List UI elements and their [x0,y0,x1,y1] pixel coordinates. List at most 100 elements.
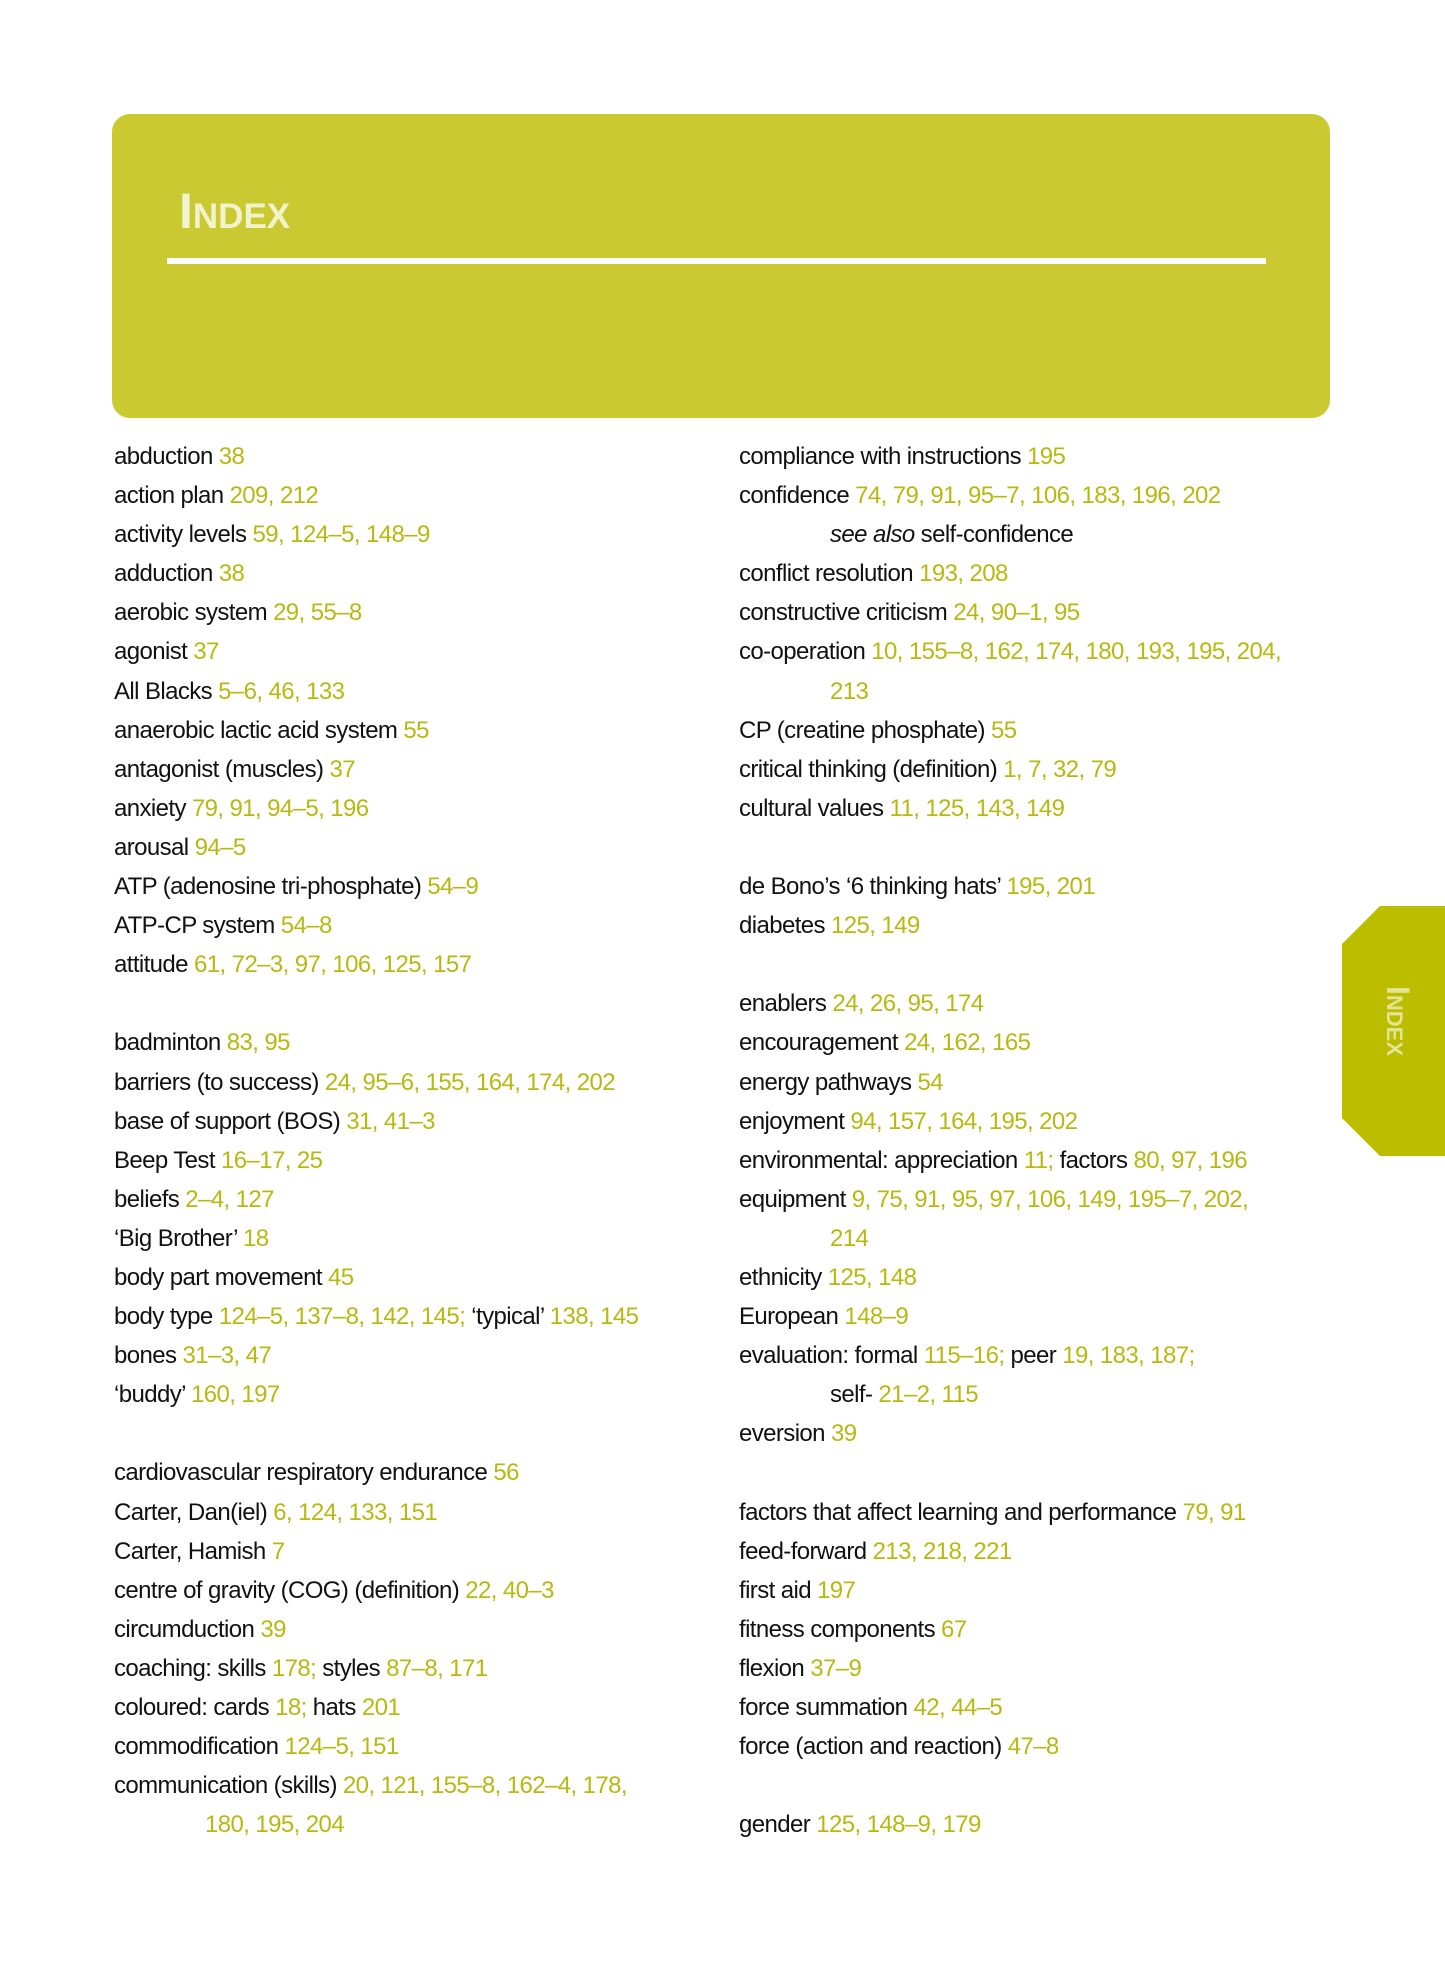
index-term: cultural values [739,794,890,822]
page-references: 16–17, 25 [220,1146,323,1174]
index-term: communication (skills) [114,1772,343,1800]
index-entry: coloured: cards 18; hats 201 [114,1688,714,1727]
index-entry: constructive criticism 24, 90–1, 95 [739,593,1339,632]
index-entry: action plan 209, 212 [114,476,714,515]
index-term: body part movement [114,1263,329,1291]
index-entry: adduction 38 [114,554,714,593]
index-entry: body type 124–5, 137–8, 142, 145; ‘typic… [114,1297,714,1336]
page-references: 115–16; [923,1342,1011,1370]
page-references: 124–5, 137–8, 142, 145; [218,1303,472,1331]
index-term: equipment [739,1185,852,1213]
index-entry: anaerobic lactic acid system 55 [114,711,714,750]
see-also-label: see also [830,521,921,549]
index-entry: European 148–9 [739,1297,1339,1336]
index-term: confidence [739,482,856,510]
index-term: first aid [739,1576,818,1604]
index-entry: cardiovascular respiratory endurance 56 [114,1453,714,1492]
index-entry: badminton 83, 95 [114,1023,714,1062]
title-rule [167,258,1266,264]
index-entry: attitude 61, 72–3, 97, 106, 125, 157 [114,945,714,984]
page-references: 94–5 [194,833,247,861]
page-references: 79, 91, 94–5, 196 [191,794,369,822]
page-references: 24, 90–1, 95 [953,599,1080,627]
index-term: action plan [114,482,230,510]
page-references: 39 [830,1420,857,1448]
index-entry: arousal 94–5 [114,828,714,867]
index-term: attitude [114,951,194,979]
index-term: commodification [114,1733,285,1761]
page-references: 59, 124–5, 148–9 [252,521,430,549]
index-entry: environmental: appreciation 11; factors … [739,1141,1339,1180]
index-term: feed-forward [739,1537,873,1565]
page-references: 42, 44–5 [913,1694,1003,1721]
index-term: All Blacks [114,677,219,705]
index-term: aerobic system [114,599,274,627]
index-term: activity levels [114,521,253,549]
index-term: constructive criticism [739,599,954,627]
index-term: hats [312,1694,362,1721]
group-spacer [114,1414,714,1453]
page-references: 10, 155–8, 162, 174, 180, 193, 195, 204, [871,638,1282,666]
index-term: Carter, Hamish [114,1537,272,1565]
index-entry: enablers 24, 26, 95, 174 [739,984,1339,1023]
page-references: 83, 95 [226,1029,291,1057]
index-term: adduction [114,560,219,588]
page-references: 138, 145 [549,1303,639,1331]
page-title: Index [179,183,291,239]
index-entry: anxiety 79, 91, 94–5, 196 [114,789,714,828]
index-term: evaluation: formal [739,1342,924,1370]
page-references: 47–8 [1007,1733,1060,1761]
page-references: 31–3, 47 [182,1342,272,1370]
page-references: 29, 55–8 [273,599,362,627]
page-references: 87–8, 171 [386,1654,488,1682]
group-spacer [739,828,1339,867]
index-entry: fitness components 67 [739,1610,1339,1649]
page-references: 5–6, 46, 133 [218,677,345,705]
index-entry: CP (creatine phosphate) 55 [739,711,1339,750]
page-references: 193, 208 [919,560,1008,588]
index-term: base of support (BOS) [114,1107,347,1135]
index-term: encouragement [739,1029,905,1057]
index-term: enablers [739,990,833,1018]
index-entry: first aid 197 [739,1571,1339,1610]
index-term: cardiovascular respiratory endurance [114,1459,494,1487]
index-term: eversion [739,1420,831,1448]
index-term: enjoyment [739,1107,851,1135]
side-tab-index[interactable]: Index [1342,906,1445,1156]
page-references: 80, 97, 196 [1133,1146,1247,1174]
page-references: 37–9 [810,1654,862,1682]
index-term: anaerobic lactic acid system [114,716,404,744]
index-entry: energy pathways 54 [739,1063,1339,1102]
page-references: 214 [830,1224,869,1252]
index-entry: feed-forward 213, 218, 221 [739,1532,1339,1571]
index-term: energy pathways [739,1068,918,1096]
index-entry: Carter, Hamish 7 [114,1532,714,1571]
index-entry-continuation: 180, 195, 204 [114,1805,714,1844]
page-references: 24, 95–6, 155, 164, 174, 202 [324,1068,616,1096]
page-references: 178; [271,1654,323,1682]
page-references: 61, 72–3, 97, 106, 125, 157 [194,951,472,979]
page-references: 39 [260,1615,286,1643]
index-entry: centre of gravity (COG) (definition) 22,… [114,1571,714,1610]
page-references: 180, 195, 204 [205,1811,345,1839]
page-references: 20, 121, 155–8, 162–4, 178, [342,1772,628,1800]
page-references: 209, 212 [229,482,319,510]
index-term: anxiety [114,794,192,822]
index-term: centre of gravity (COG) (definition) [114,1576,466,1604]
index-term: environmental: appreciation [739,1146,1024,1174]
index-entry: compliance with instructions 195 [739,437,1339,476]
index-term: Beep Test [114,1146,221,1174]
page-references: 54–8 [280,912,333,940]
page-references: 195, 201 [1006,873,1096,901]
page-references: 22, 40–3 [465,1576,554,1604]
index-term: ‘Big Brother’ [114,1224,243,1252]
index-entry: activity levels 59, 124–5, 148–9 [114,515,714,554]
index-entry: diabetes 125, 149 [739,906,1339,945]
page-references: 125, 148–9, 179 [816,1811,981,1839]
index-term: ‘buddy’ [114,1381,192,1409]
index-entry: gender 125, 148–9, 179 [739,1805,1339,1844]
page-references: 56 [493,1459,519,1487]
index-header-banner: Index [112,114,1330,418]
index-entry-continuation: see also self-confidence [739,515,1339,554]
index-entry: ‘buddy’ 160, 197 [114,1375,714,1414]
